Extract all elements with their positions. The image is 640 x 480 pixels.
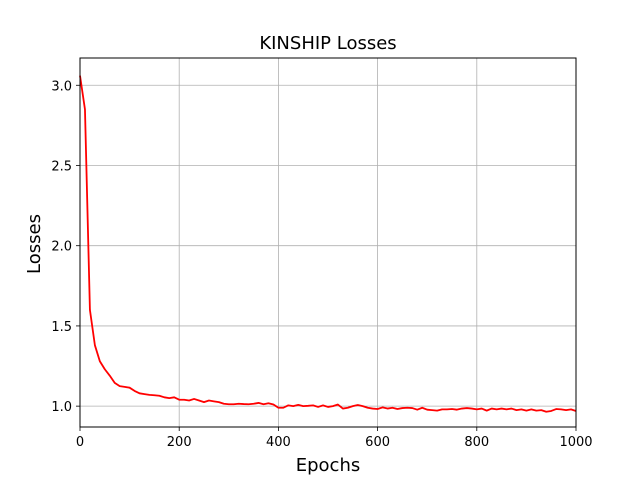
grid <box>79 58 577 427</box>
chart-title: KINSHIP Losses <box>259 33 396 54</box>
series-layer <box>79 75 577 413</box>
y-axis-label: Losses <box>24 214 45 274</box>
x-tick-label: 800 <box>464 435 489 450</box>
y-axis: 1.0 1.5 2.0 2.5 3.0 <box>51 79 80 415</box>
x-axis: 0 200 400 600 800 1000 <box>76 427 593 450</box>
y-tick-label: 3.0 <box>51 79 72 94</box>
x-tick-label: 1000 <box>559 435 592 450</box>
y-tick-label: 1.0 <box>51 400 72 415</box>
y-tick-label: 1.5 <box>51 320 72 335</box>
x-axis-label: Epochs <box>296 455 361 476</box>
x-tick-label: 200 <box>167 435 192 450</box>
x-tick-label: 400 <box>266 435 291 450</box>
x-tick-label: 0 <box>76 435 84 450</box>
x-tick-label: 600 <box>365 435 390 450</box>
y-tick-label: 2.5 <box>51 159 72 174</box>
y-tick-label: 2.0 <box>51 240 72 255</box>
plot-frame <box>79 57 577 428</box>
loss-series-line <box>79 75 577 413</box>
